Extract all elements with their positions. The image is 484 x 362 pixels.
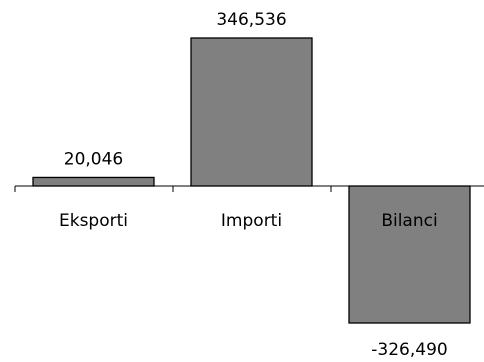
category-label-importi: Importi <box>221 211 282 231</box>
category-label-eksporti: Eksporti <box>59 211 128 231</box>
bar-eksporti <box>32 176 155 187</box>
category-label-bilanci: Bilanci <box>381 211 437 231</box>
x-axis-ticks <box>14 186 332 192</box>
value-label-bilanci: -326,490 <box>371 340 447 360</box>
bar-bilanci <box>348 185 471 324</box>
bars-group <box>32 37 471 324</box>
category-labels-group: Eksporti Importi Bilanci <box>59 211 438 231</box>
value-labels-group: 20,046 346,536 -326,490 <box>64 10 448 360</box>
value-label-eksporti: 20,046 <box>64 149 123 169</box>
bar-importi <box>190 37 313 187</box>
value-label-importi: 346,536 <box>216 10 286 30</box>
